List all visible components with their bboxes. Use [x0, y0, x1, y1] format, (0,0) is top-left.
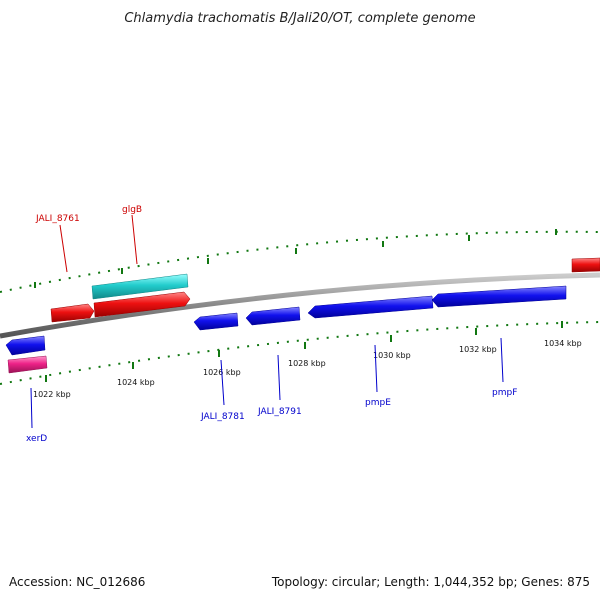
gene-label-pmpf[interactable]: pmpF [492, 388, 517, 398]
gene-forward-jali-8761[interactable] [50, 303, 95, 323]
gene-forward-right-edge[interactable] [571, 257, 600, 273]
gene-label-jali-8781[interactable]: JALI_8781 [200, 412, 245, 422]
scale-label-1030: 1030 kbp [373, 351, 411, 360]
scale-label-1028: 1028 kbp [288, 359, 326, 368]
inner-major-ticks [45, 321, 563, 382]
outer-major-ticks [34, 229, 557, 288]
leader-jali-8761 [59, 224, 68, 273]
leader-jali-8791 [277, 354, 281, 401]
leader-glgb [131, 214, 138, 265]
genome-backbone [0, 272, 600, 339]
gene-label-xerd[interactable]: xerD [26, 434, 47, 444]
genome-summary-text: Topology: circular; Length: 1,044,352 bp… [271, 575, 590, 589]
scale-label-1024: 1024 kbp [117, 378, 155, 387]
gene-reverse-pmpf[interactable] [431, 285, 567, 308]
gene-pseudo-pink[interactable] [7, 355, 48, 374]
scale-label-1022: 1022 kbp [33, 390, 71, 399]
outer-tick-ring [0, 230, 600, 293]
inner-tick-ring [0, 321, 600, 385]
gene-label-pmpe[interactable]: pmpE [365, 398, 391, 408]
scale-label-1034: 1034 kbp [544, 339, 582, 348]
gene-reverse-jali-8781[interactable] [193, 312, 239, 331]
gene-reverse-pmpe[interactable] [307, 295, 434, 319]
gene-reverse-xerd[interactable] [5, 335, 46, 356]
leader-pmpf [500, 337, 504, 383]
leader-jali-8781 [220, 359, 225, 406]
gene-label-jali-8761[interactable]: JALI_8761 [35, 214, 80, 224]
gene-label-jali-8791[interactable]: JALI_8791 [257, 407, 302, 417]
leader-pmpe [374, 344, 378, 393]
gene-reverse-jali-8791[interactable] [245, 306, 301, 326]
gene-label-glgb[interactable]: glgB [122, 205, 142, 215]
gene-forward-glgb[interactable] [93, 291, 191, 318]
scale-label-1032: 1032 kbp [459, 345, 497, 354]
map-title: Chlamydia trachomatis B/Jali20/OT, compl… [124, 11, 475, 26]
leader-xerd [30, 387, 33, 429]
gene-rna-glgb-region[interactable] [91, 273, 189, 300]
accession-text: Accession: NC_012686 [9, 575, 145, 589]
